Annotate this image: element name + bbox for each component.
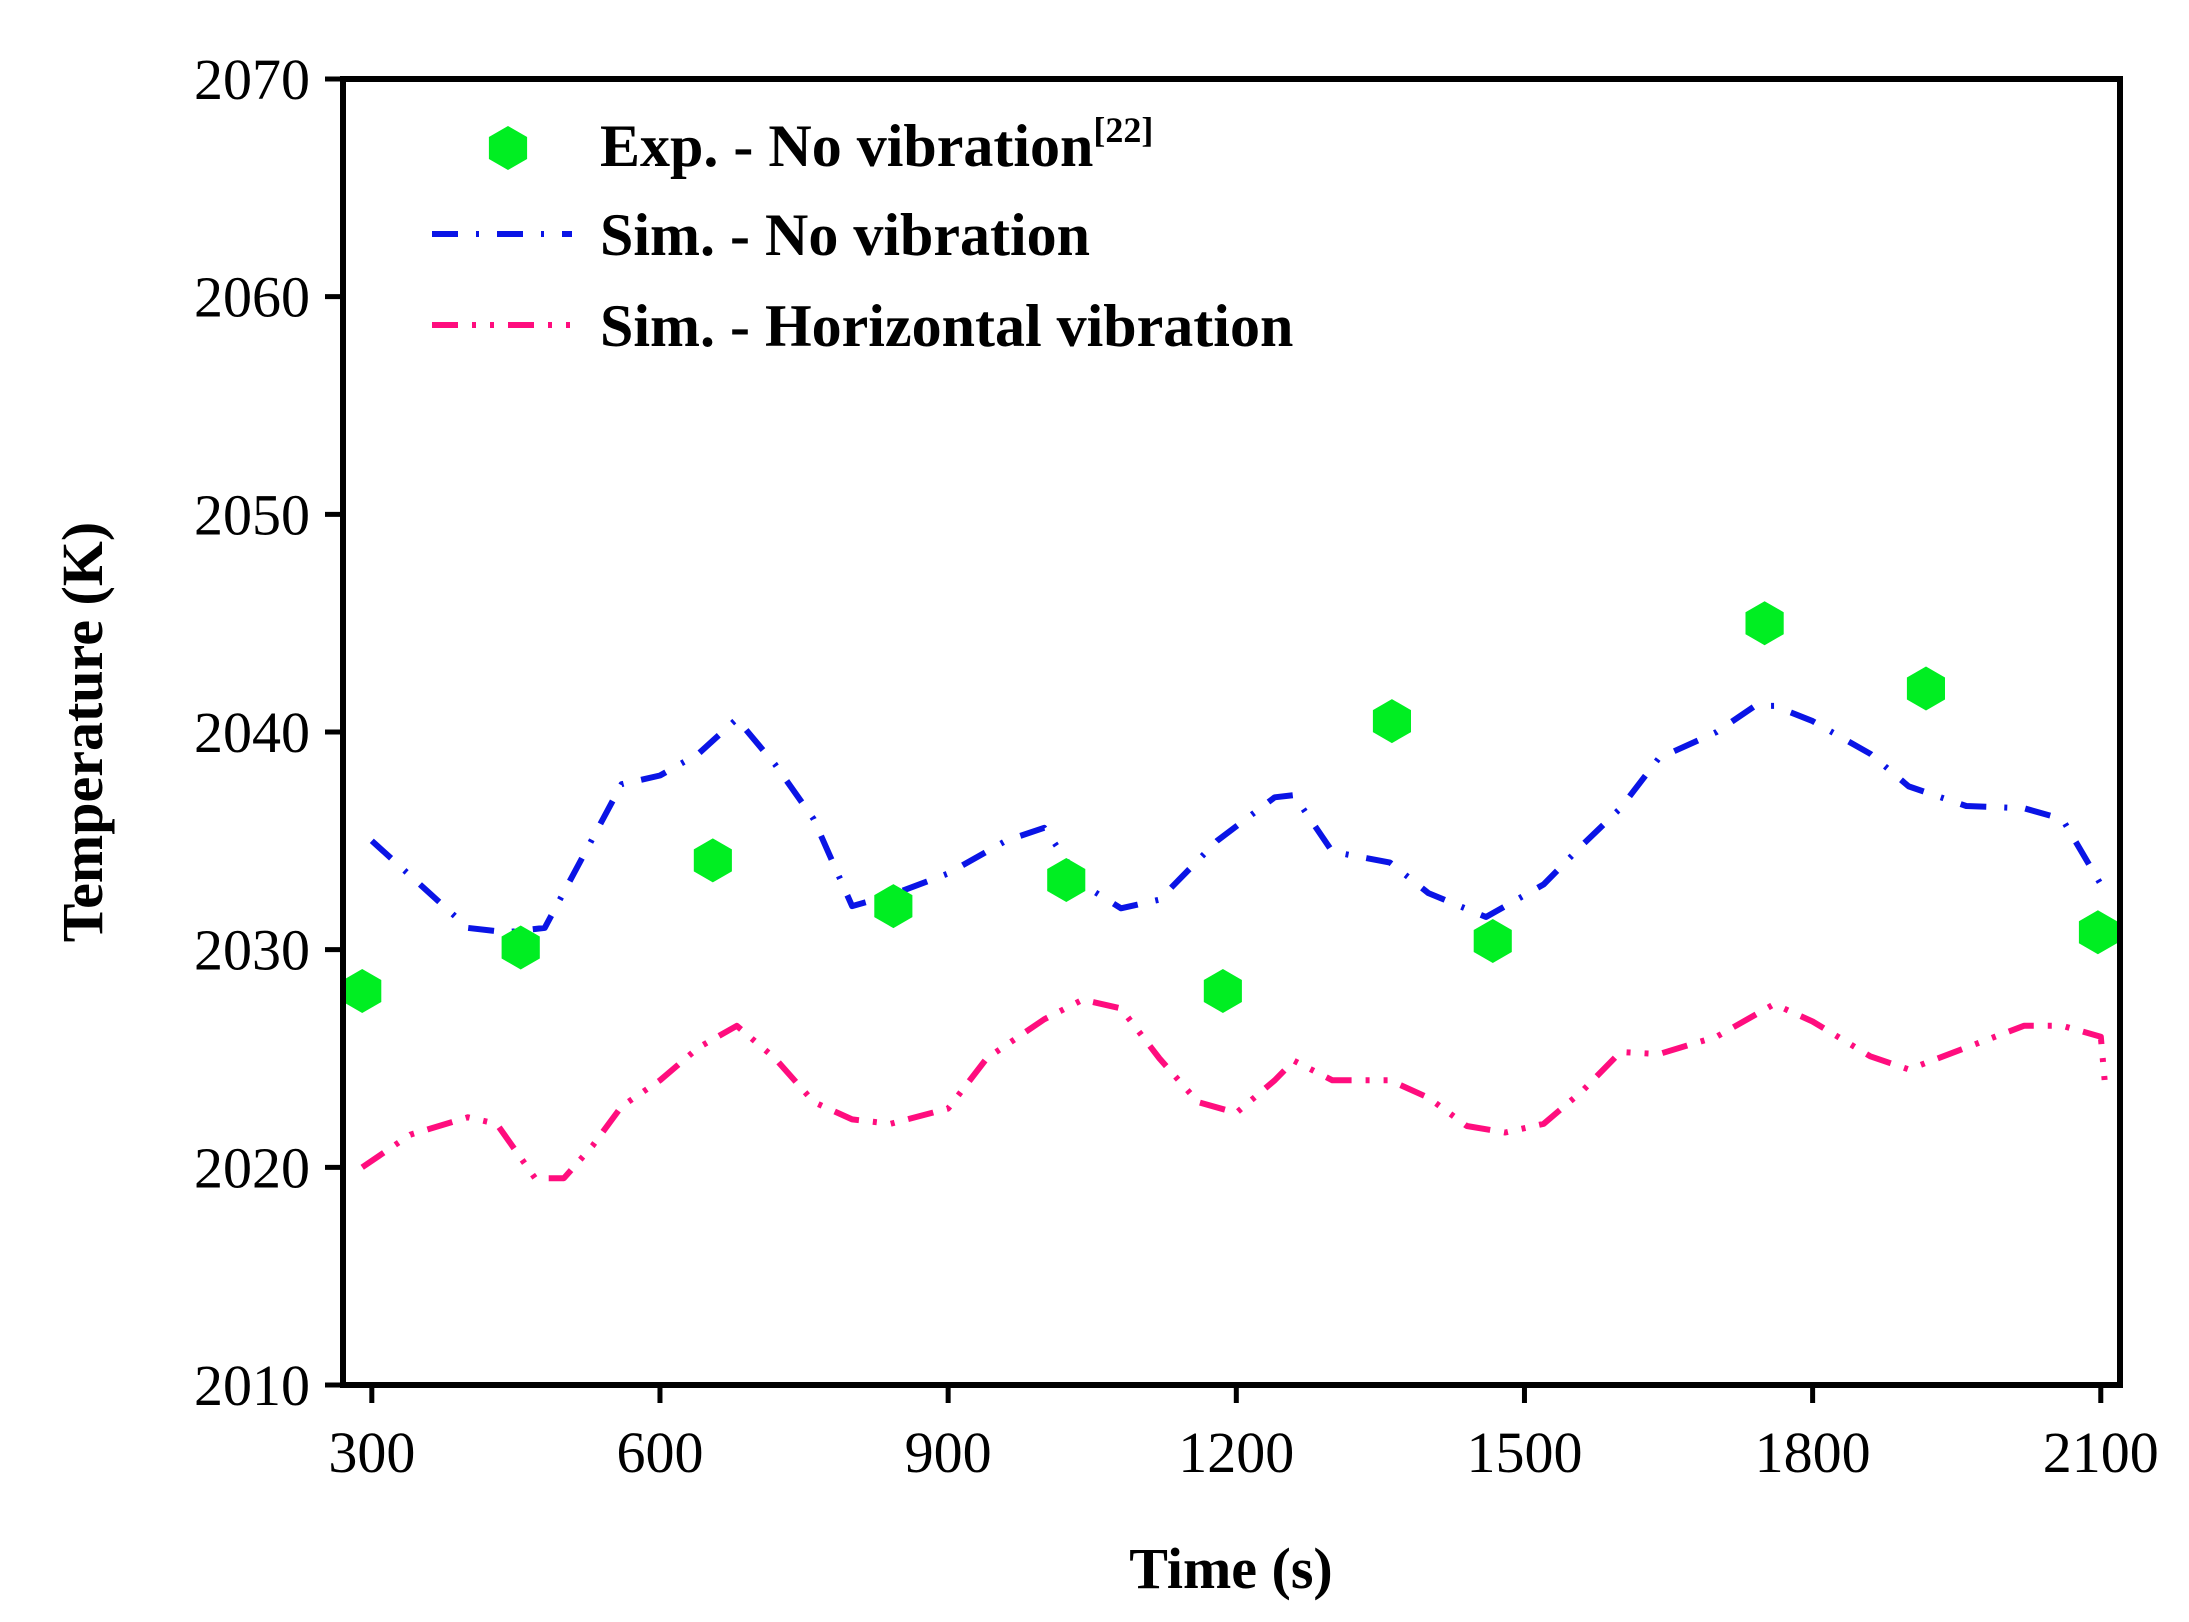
y-tick-label: 2070 (194, 47, 310, 112)
data-point-hexagon (1372, 699, 1411, 744)
y-axis-title: Temperature (K) (50, 522, 115, 942)
data-point-hexagon (1906, 666, 1945, 711)
legend-label-exp: Exp. - No vibration[22] (600, 110, 1153, 179)
series-line-2 (360, 996, 2109, 1182)
data-point-hexagon (1745, 601, 1784, 646)
x-tick-label: 300 (328, 1420, 415, 1485)
data-point-hexagon (1203, 969, 1242, 1013)
x-tick-label: 1800 (1755, 1420, 1871, 1485)
data-point-hexagon (501, 925, 540, 970)
x-axis-title: Time (s) (1129, 1536, 1333, 1601)
legend-label-sim-no-vibration: Sim. - No vibration (600, 202, 1090, 268)
data-point-hexagon (343, 969, 382, 1013)
x-tick-label: 2100 (2043, 1420, 2159, 1485)
y-tick-label: 2020 (194, 1135, 310, 1200)
data-point-hexagon (2078, 910, 2117, 955)
plot-series (343, 601, 2117, 1182)
axis-ticks (325, 76, 2104, 1403)
x-tick-label: 600 (616, 1420, 703, 1485)
legend: Exp. - No vibration[22] Sim. - No vibrat… (432, 110, 1293, 359)
legend-hexagon-marker (488, 126, 528, 170)
plot-frame (340, 76, 2123, 1388)
data-point-hexagon (693, 838, 732, 883)
legend-label-sim-horizontal: Sim. - Horizontal vibration (600, 293, 1293, 359)
y-tick-label: 2010 (194, 1353, 310, 1418)
y-tick-label: 2030 (194, 918, 310, 983)
legend-marker-exp (488, 126, 528, 170)
y-tick-label: 2050 (194, 482, 310, 547)
data-point-hexagon (874, 884, 913, 929)
series-line-1 (369, 702, 2104, 936)
x-tick-label: 1200 (1178, 1420, 1294, 1485)
tick-labels: 300 600 900 1200 1500 1800 2100 2010 2020 2030 204… (194, 47, 2159, 1485)
y-tick-label: 2060 (194, 265, 310, 330)
data-point-hexagon (1047, 858, 1086, 902)
x-tick-label: 1500 (1466, 1420, 1582, 1485)
data-point-hexagon (1473, 919, 1512, 963)
x-tick-label: 900 (905, 1420, 992, 1485)
y-tick-label: 2040 (194, 700, 310, 765)
